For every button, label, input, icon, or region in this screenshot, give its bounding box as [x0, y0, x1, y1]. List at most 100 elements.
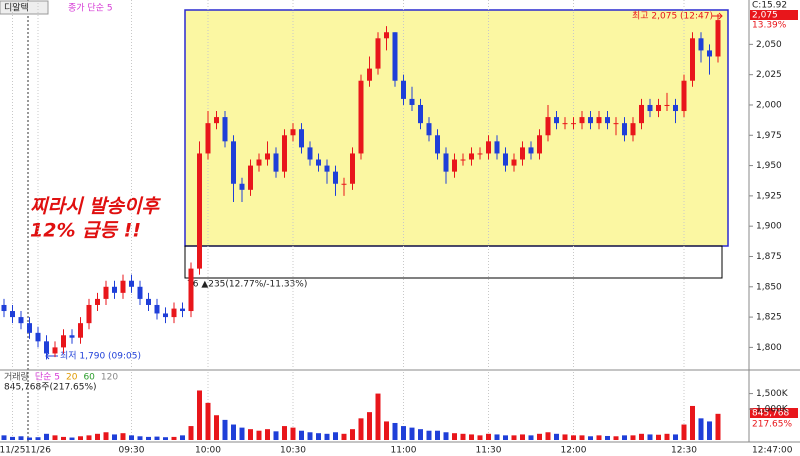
volume-bar: [528, 435, 534, 440]
volume-bar: [103, 432, 109, 440]
candle-body: [10, 311, 15, 318]
volume-bar: [44, 433, 49, 440]
candle-body: [707, 50, 712, 57]
candle-body: [554, 117, 559, 124]
y-tick-label: 1,875: [756, 252, 782, 262]
candle-body: [265, 153, 270, 160]
candle-body: [486, 141, 491, 154]
y-tick-label: 2,050: [756, 40, 782, 50]
volume-bar: [647, 434, 653, 440]
volume-bar: [486, 433, 491, 440]
y-tick-label: 1,500K: [756, 389, 789, 399]
high-arrow: [712, 12, 723, 20]
candle-body: [180, 308, 185, 312]
y-tick-label: 1,975: [756, 131, 782, 141]
volume-bar: [409, 427, 415, 440]
volume-bar: [171, 436, 177, 440]
y-tick-label: 1,825: [756, 313, 782, 323]
candle-body: [630, 123, 636, 136]
candle-body: [129, 280, 134, 287]
y-tick-label: 1,000K: [756, 405, 789, 415]
volume-bar: [120, 433, 126, 440]
change-tag: 13.39%: [752, 21, 787, 31]
volume-bar: [537, 433, 542, 440]
ratio-tag: 217.65%: [752, 420, 792, 430]
legend-entry: 거래량: [4, 371, 29, 383]
last-price-tag: 2,075: [752, 11, 778, 21]
volume-bar: [690, 405, 695, 440]
candle-body: [112, 286, 117, 293]
candle-body: [231, 141, 236, 184]
volume-bar: [392, 422, 398, 440]
y-tick-label: 2,025: [756, 70, 782, 80]
volume-bar: [503, 435, 508, 440]
volume-bar: [180, 435, 185, 440]
volume-bar: [129, 435, 134, 440]
volume-bar: [222, 419, 228, 440]
volume-bar: [95, 433, 100, 440]
x-tick-label: 11/26: [25, 446, 51, 456]
volume-bar: [358, 418, 364, 440]
x-tick-label: 09:30: [119, 446, 145, 456]
indicator: 종가 단순 5: [68, 3, 113, 14]
range-label: 76 ▲235(12.77%/-11.33%): [187, 280, 307, 290]
y-tick-label: 1,850: [756, 282, 782, 292]
candle-body: [350, 153, 355, 184]
candle-body: [375, 38, 381, 69]
x-tick-label: 11:30: [476, 446, 502, 456]
candle-body: [409, 98, 415, 105]
right-axis-bg: [749, 0, 800, 456]
candle-body: [171, 308, 177, 318]
candle-body: [418, 104, 423, 124]
low-label: 최저 1,790 (09:05): [60, 351, 141, 362]
volume-bar: [698, 418, 704, 440]
volume-bar: [61, 436, 66, 440]
volume-bar: [605, 435, 610, 440]
volume-bar: [681, 424, 687, 440]
candle-body: [18, 317, 24, 324]
candle-body: [545, 117, 551, 136]
y-tick-label: 1,800: [756, 343, 782, 353]
candle-body: [69, 335, 75, 338]
volume-bar: [248, 429, 253, 440]
volume-bar: [35, 437, 41, 440]
volume-bar: [163, 437, 168, 440]
volume-bar: [418, 429, 423, 440]
volume-bar: [197, 390, 202, 440]
legend-entry: 120: [101, 373, 118, 383]
candle-body: [562, 123, 568, 125]
volume-bar: [384, 421, 389, 440]
scale-label: C:15.92: [752, 1, 787, 11]
candle-body: [588, 117, 593, 124]
candle-body: [78, 323, 83, 338]
candle-body: [596, 117, 602, 124]
candle-body: [605, 117, 610, 124]
volume-bar: [282, 426, 287, 440]
volume-tag-bg: [750, 408, 798, 418]
volume-bar: [656, 434, 661, 440]
x-tick-label: 12:00: [561, 446, 587, 456]
candle-body: [154, 304, 160, 314]
candle-body: [426, 123, 432, 136]
candle-body: [197, 153, 202, 269]
x-tick-label: 10:00: [195, 446, 221, 456]
volume-bar: [367, 412, 372, 440]
volume-bar: [579, 435, 585, 440]
volume-bar: [460, 433, 466, 440]
candle-body: [690, 38, 695, 81]
candle-body: [137, 286, 143, 299]
candle-body: [299, 129, 304, 148]
volume-bar: [613, 436, 619, 440]
volume-bar: [707, 421, 712, 440]
range-box: [184, 245, 723, 279]
candle-body: [95, 298, 100, 305]
x-tick-label: 11/25: [0, 446, 25, 456]
candle-body: [537, 135, 542, 154]
volume-bar: [1, 435, 7, 440]
candle-body: [392, 32, 398, 81]
candle-body: [333, 171, 338, 184]
volume-bar: [401, 426, 406, 440]
candle-body: [205, 123, 211, 154]
candle-body: [698, 38, 704, 51]
